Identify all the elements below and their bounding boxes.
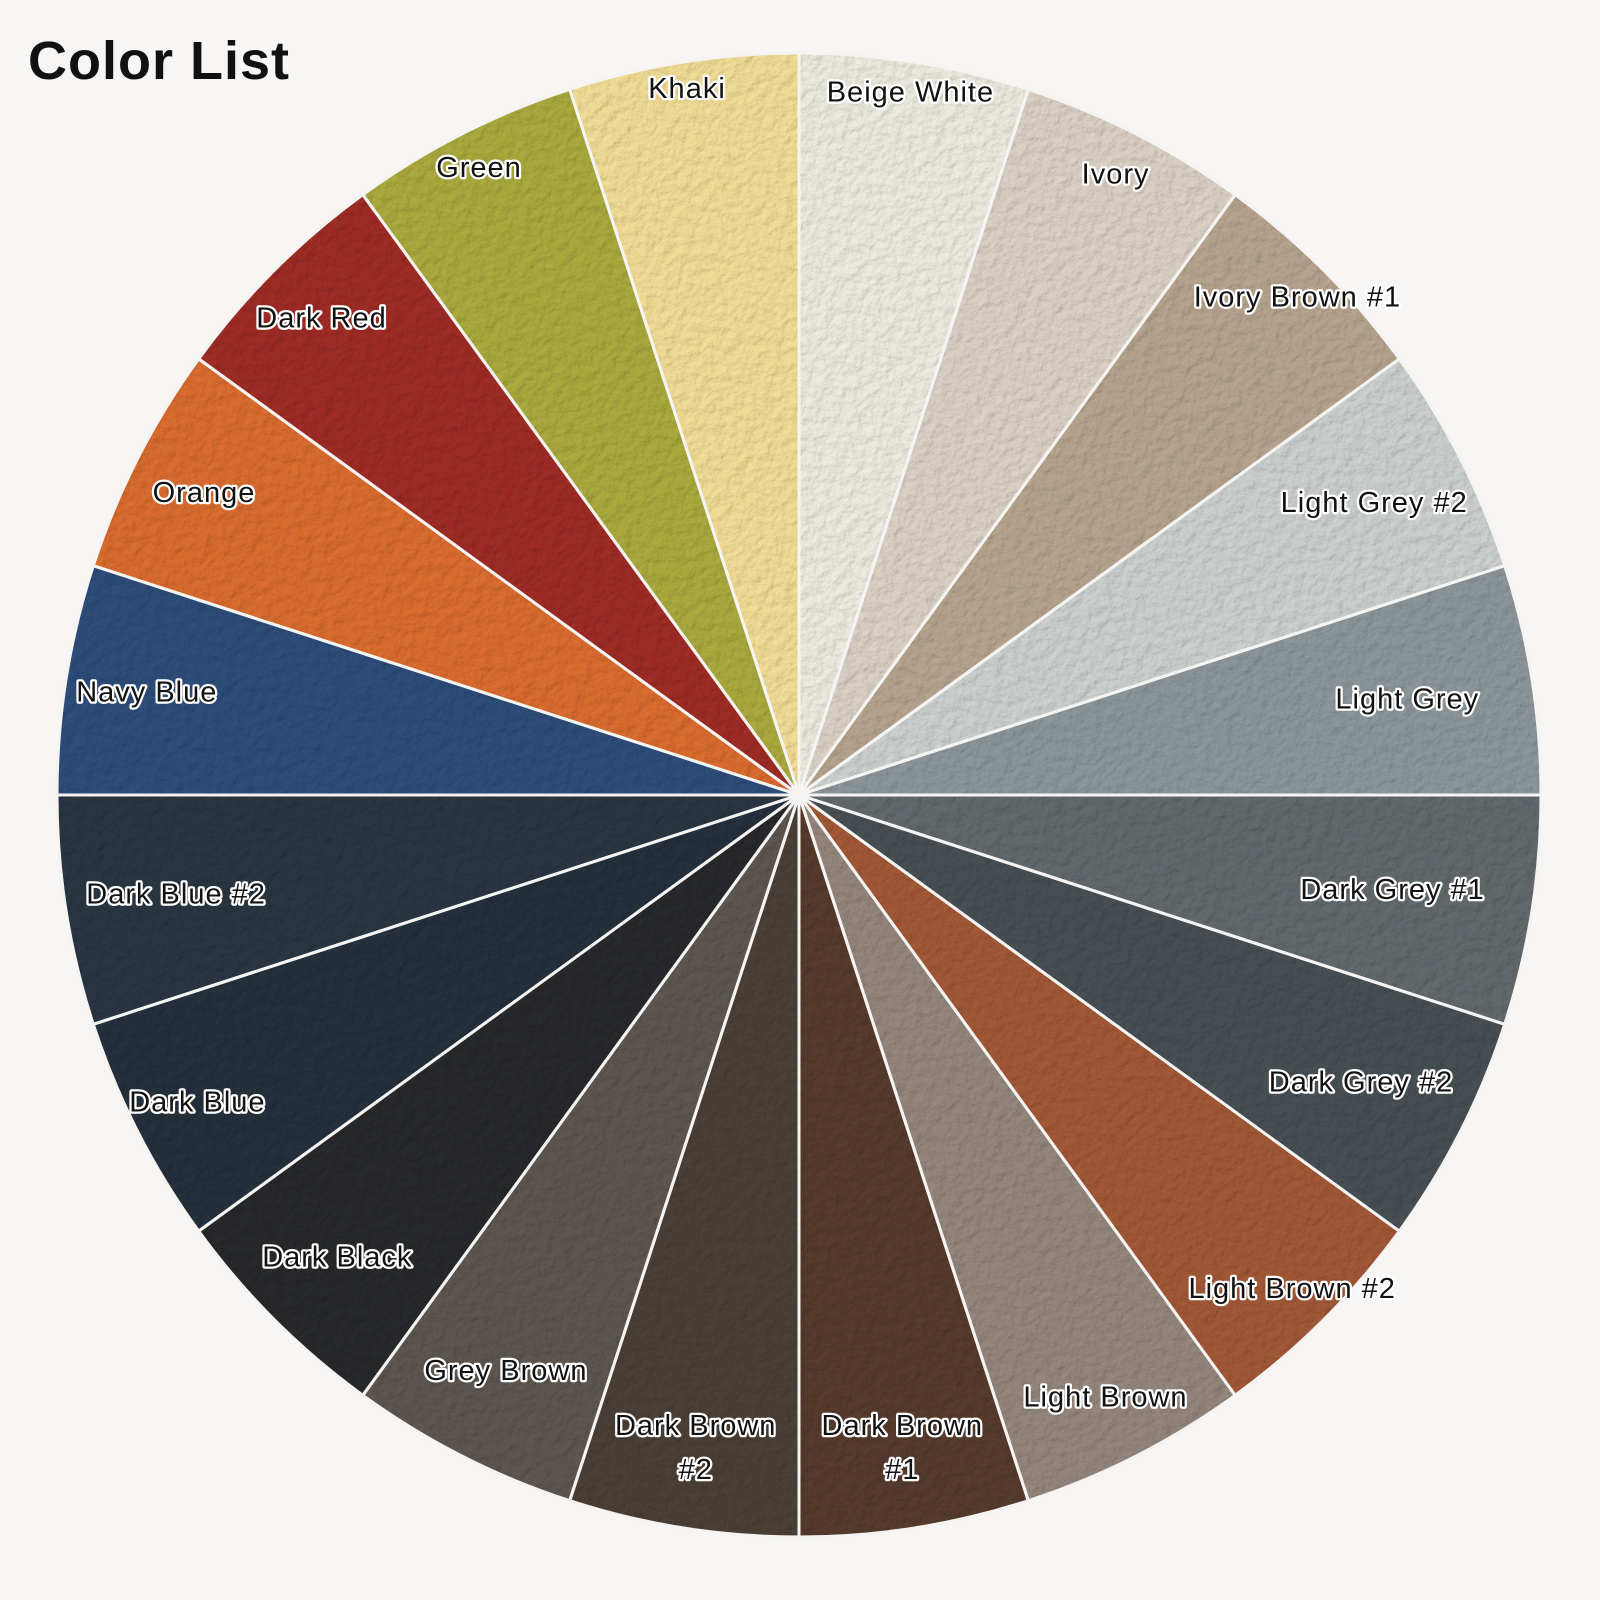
segment-label-dark-grey-1: Dark Grey #1 (1300, 874, 1484, 906)
pie-segment-labels: Beige White Ivory Ivory Brown #1 Light Grey… (74, 71, 1486, 1489)
pie-segment-light-grey (799, 565, 1541, 795)
pie-segment-khaki (569, 53, 799, 795)
pie-segment-dark-black (198, 795, 799, 1396)
segment-label-light-brown: Light Brown (1023, 1382, 1187, 1414)
pie-segment-divider (360, 87, 801, 796)
pie-segment-divider (798, 793, 1507, 1234)
pie-segment-dividers (55, 51, 1543, 1539)
segment-label-dark-blue: Dark Blue (129, 1087, 265, 1119)
pie-segment-divider (798, 356, 1507, 797)
pie-segment-divider (91, 793, 800, 1234)
pie-segment-divider (797, 192, 1402, 797)
pie-segment-divider (567, 51, 801, 796)
pie-segment-light-grey-2 (799, 358, 1505, 795)
pie-segment-light-brown (799, 795, 1236, 1501)
segment-label-navy-blue: Navy Blue (76, 677, 217, 709)
pie-segment-divider (798, 793, 1543, 1027)
segment-label-ivory: Ivory (1082, 159, 1150, 191)
pie-segment-dark-brown-1 (799, 795, 1029, 1537)
segment-label-line: Dark Brown (615, 1410, 777, 1442)
pie-segment-divider (797, 793, 1402, 1398)
pie-segment-divider (798, 563, 1543, 797)
pie-segment-green (362, 89, 799, 795)
pie-segment-divider (55, 793, 800, 1027)
segment-label-light-grey: Light Grey (1335, 684, 1479, 716)
pie-segment-divider (797, 794, 1031, 1539)
segment-label-dark-grey-2: Dark Grey #2 (1269, 1066, 1453, 1098)
pie-segment-divider (91, 356, 800, 797)
segment-label-green: Green (436, 152, 522, 184)
pie-segment-divider (196, 793, 801, 1398)
segment-label-light-grey-2: Light Grey #2 (1281, 487, 1468, 519)
segment-label-beige-white: Beige White (827, 76, 994, 108)
pie-segments-group (57, 53, 1541, 1537)
segment-label-dark-brown-1: Dark Brown #1 (822, 1410, 984, 1486)
pie-segment-light-brown-2 (799, 795, 1400, 1396)
pie-segment-beige-white (799, 53, 1029, 795)
pie-segment-dark-blue-2 (57, 795, 799, 1025)
pie-segment-divider (797, 794, 1238, 1503)
pie-segment-navy-blue (57, 565, 799, 795)
segment-label-dark-blue-2: Dark Blue #2 (86, 879, 266, 911)
pie-segment-divider (360, 794, 801, 1503)
segment-label-grey-brown: Grey Brown (424, 1355, 587, 1387)
segment-label-light-brown-2: Light Brown #2 (1188, 1273, 1395, 1305)
pie-segment-dark-red (198, 194, 799, 795)
pie-segment-ivory-brown-1 (799, 194, 1400, 795)
segment-label-line: #1 (885, 1454, 919, 1486)
segment-label-line: #2 (679, 1454, 713, 1486)
segment-label-orange: Orange (153, 477, 256, 509)
segment-label-dark-brown-2: Dark Brown #2 (615, 1410, 777, 1486)
pie-segment-divider (797, 87, 1238, 796)
pie-segment-dark-grey-2 (799, 795, 1505, 1232)
segment-label-line: Dark Brown (822, 1410, 984, 1442)
segment-label-khaki: Khaki (648, 73, 726, 105)
pie-segment-orange (93, 358, 799, 795)
pie-segment-grey-brown (362, 795, 799, 1501)
page-title: Color List (28, 31, 290, 91)
segment-label-dark-black: Dark Black (262, 1242, 412, 1274)
segment-label-ivory-brown-1: Ivory Brown #1 (1194, 282, 1401, 314)
pie-segment-divider (55, 563, 800, 797)
pie-segment-dark-blue (93, 795, 799, 1232)
pie-segment-divider (567, 794, 801, 1539)
pie-segment-ivory (799, 89, 1236, 795)
pie-segment-dark-grey-1 (799, 795, 1541, 1025)
pie-segment-dark-brown-2 (569, 795, 799, 1537)
pie-segment-divider (196, 192, 801, 797)
segment-label-dark-red: Dark Red (256, 303, 387, 335)
pie-segment-divider (797, 51, 1031, 796)
